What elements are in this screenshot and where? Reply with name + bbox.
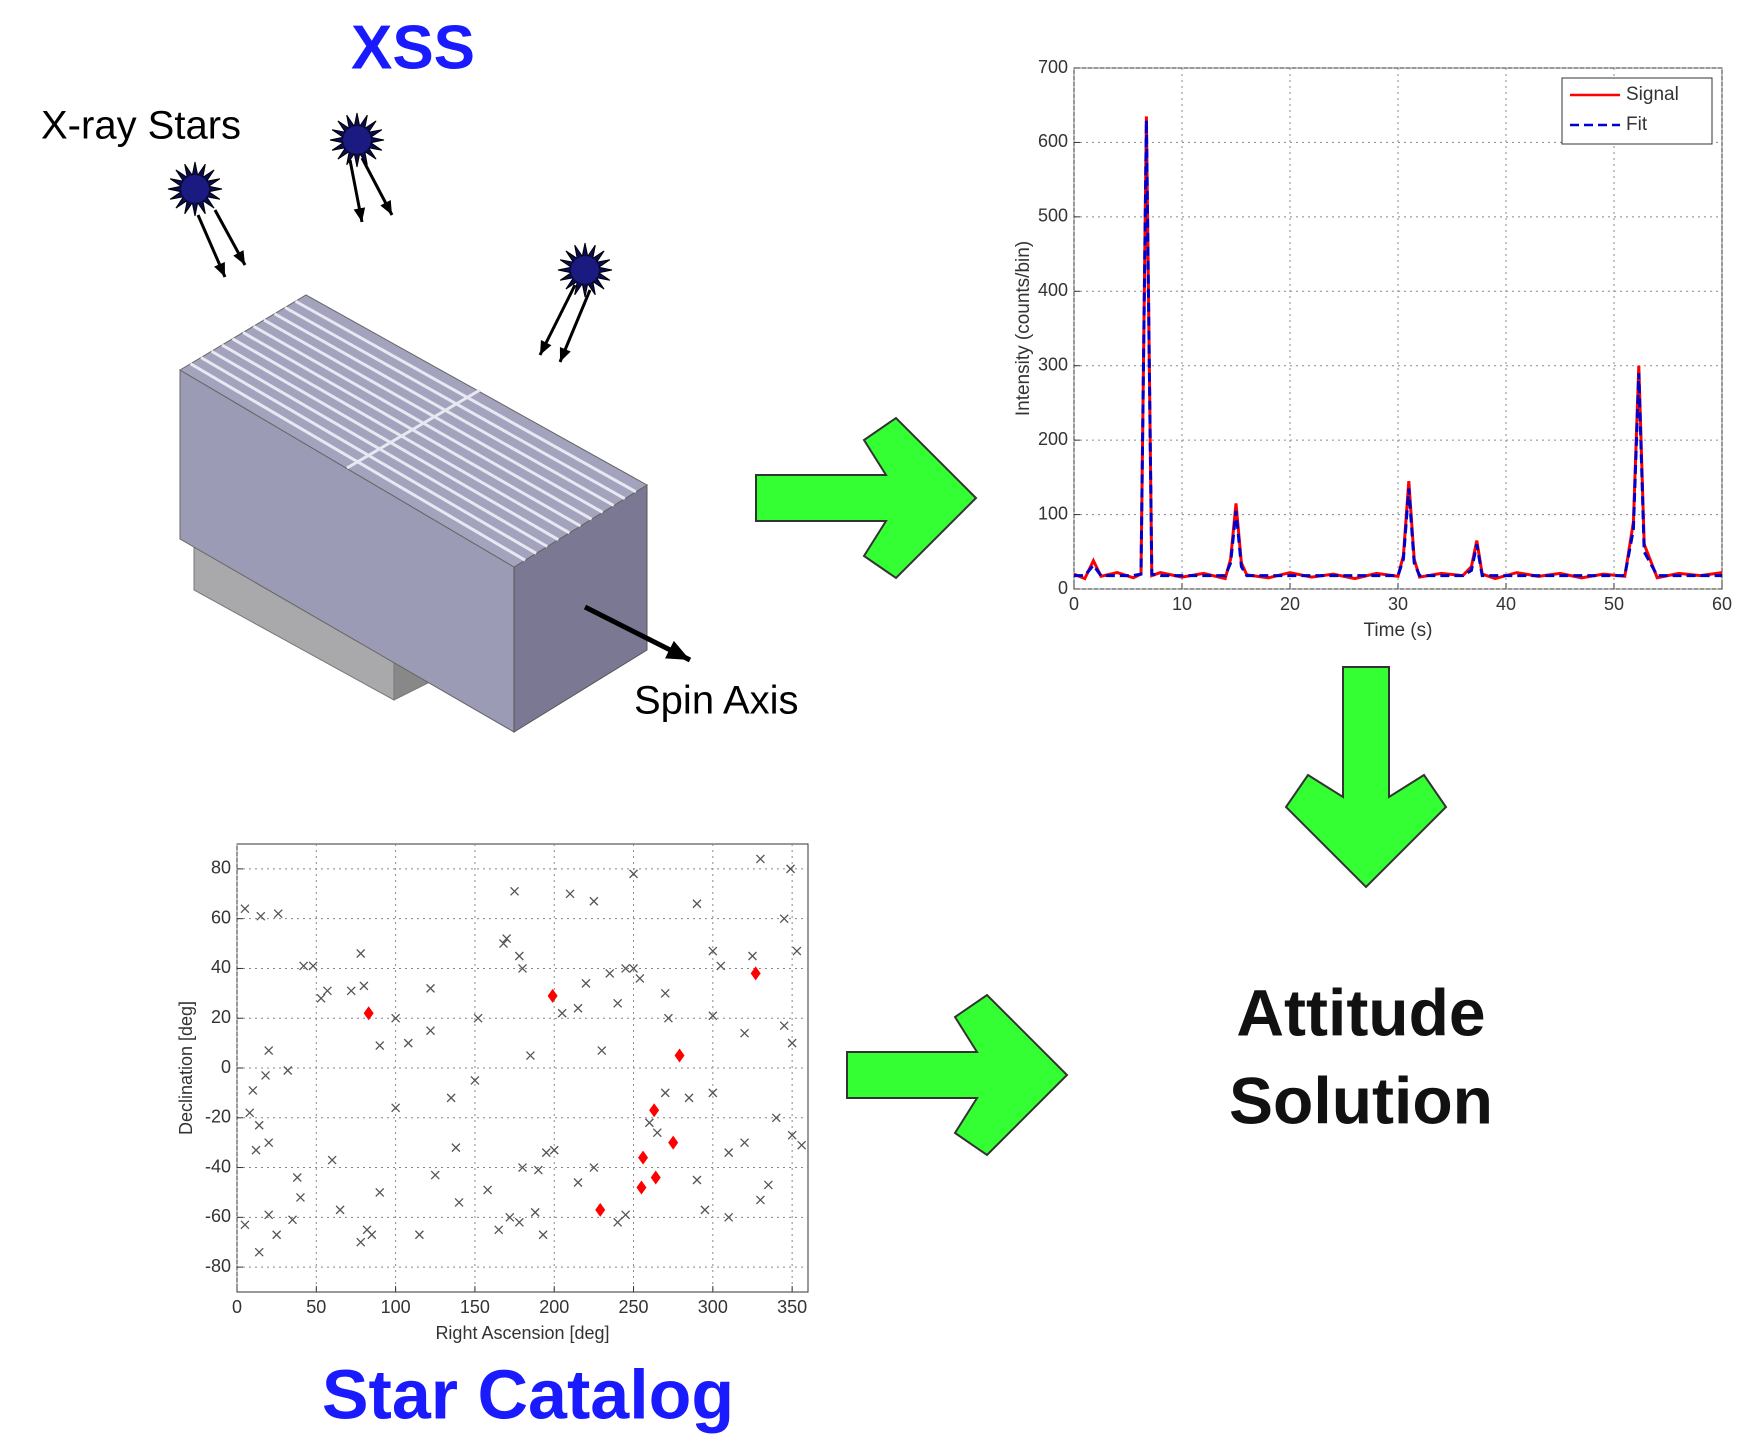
stars-label: X-ray Stars xyxy=(41,104,241,148)
y-tick-label: 200 xyxy=(1038,429,1068,449)
solution-label: Solution xyxy=(1229,1063,1493,1137)
x-tick-label: 30 xyxy=(1388,594,1408,614)
x-tick-label: 40 xyxy=(1496,594,1516,614)
arrow-head xyxy=(560,347,571,362)
x-tick-label: 300 xyxy=(698,1297,728,1317)
legend-label: Signal xyxy=(1626,84,1679,105)
y-tick-label: -20 xyxy=(205,1107,231,1127)
flow-arrow xyxy=(847,995,1067,1155)
y-tick-label: 700 xyxy=(1038,57,1068,77)
x-tick-label: 10 xyxy=(1172,594,1192,614)
x-tick-label: 0 xyxy=(232,1297,242,1317)
x-tick-label: 60 xyxy=(1712,594,1732,614)
star-core xyxy=(571,256,599,284)
title: XSS xyxy=(351,13,475,82)
satellite xyxy=(180,295,647,732)
y-tick-label: 0 xyxy=(1058,578,1068,598)
legend-label: Fit xyxy=(1626,114,1648,135)
y-tick-label: 100 xyxy=(1038,503,1068,523)
y-tick-label: -40 xyxy=(205,1156,231,1176)
solution-label: Attitude xyxy=(1236,975,1485,1049)
x-tick-label: 100 xyxy=(381,1297,411,1317)
flow-arrow xyxy=(1286,667,1446,887)
y-tick-label: 300 xyxy=(1038,354,1068,374)
x-tick-label: 50 xyxy=(1604,594,1624,614)
diagram: XSS X-ray Stars Spin Axis Star Catalog A… xyxy=(0,0,1742,1441)
y-tick-label: 20 xyxy=(211,1007,231,1027)
star-core xyxy=(181,175,209,203)
x-tick-label: 200 xyxy=(539,1297,569,1317)
x-tick-label: 150 xyxy=(460,1297,490,1317)
x-axis-label: Right Ascension [deg] xyxy=(435,1323,609,1343)
y-tick-label: 60 xyxy=(211,907,231,927)
x-tick-label: 0 xyxy=(1069,594,1079,614)
x-tick-label: 250 xyxy=(619,1297,649,1317)
catalog-label: Star Catalog xyxy=(322,1355,734,1433)
y-tick-label: 400 xyxy=(1038,280,1068,300)
y-axis-label: Declination [deg] xyxy=(176,1001,196,1135)
y-tick-label: -80 xyxy=(205,1256,231,1276)
y-tick-label: 80 xyxy=(211,858,231,878)
y-tick-label: 40 xyxy=(211,957,231,977)
x-axis-label: Time (s) xyxy=(1364,620,1433,641)
arrow-head xyxy=(354,207,365,222)
flow-arrow xyxy=(756,418,976,578)
y-tick-label: 600 xyxy=(1038,131,1068,151)
x-tick-label: 350 xyxy=(777,1297,807,1317)
y-tick-label: 500 xyxy=(1038,206,1068,226)
y-tick-label: 0 xyxy=(221,1057,231,1077)
spin-axis-label: Spin Axis xyxy=(634,679,799,723)
x-tick-label: 20 xyxy=(1280,594,1300,614)
star-core xyxy=(343,126,371,154)
y-axis-label: Intensity (counts/bin) xyxy=(1013,241,1034,416)
y-tick-label: -60 xyxy=(205,1206,231,1226)
x-tick-label: 50 xyxy=(306,1297,326,1317)
